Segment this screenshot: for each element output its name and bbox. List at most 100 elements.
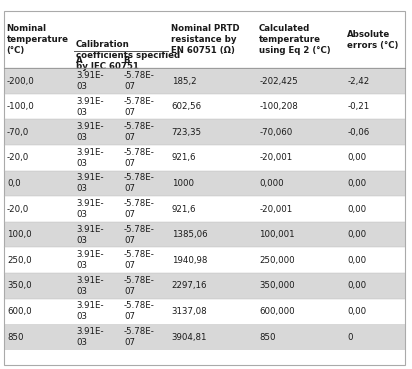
Text: -100,208: -100,208 — [260, 102, 298, 111]
Bar — [4, 248, 73, 273]
Text: 350,0: 350,0 — [7, 281, 32, 290]
Text: Nominal PRTD
resistance by
EN 60751 (Ω): Nominal PRTD resistance by EN 60751 (Ω) — [171, 24, 240, 55]
Bar — [344, 145, 405, 170]
Text: -5.78E-
07: -5.78E- 07 — [124, 250, 155, 270]
Bar — [169, 120, 257, 145]
Bar — [344, 299, 405, 324]
Text: -20,001: -20,001 — [260, 154, 293, 162]
Text: 921,6: 921,6 — [172, 204, 196, 214]
Text: -5.78E-
07: -5.78E- 07 — [124, 122, 155, 142]
Bar — [344, 170, 405, 196]
Bar — [4, 299, 73, 324]
Bar — [121, 273, 169, 299]
Text: A: A — [76, 56, 82, 65]
Text: -5.78E-
07: -5.78E- 07 — [124, 301, 155, 321]
Text: -5.78E-
07: -5.78E- 07 — [124, 199, 155, 219]
Text: Calculated
temperature
using Eq 2 (°C): Calculated temperature using Eq 2 (°C) — [259, 24, 331, 55]
Text: Absolute
errors (°C): Absolute errors (°C) — [347, 30, 398, 50]
Text: -0,06: -0,06 — [347, 128, 370, 137]
Text: 3.91E-
03: 3.91E- 03 — [76, 301, 104, 321]
Bar — [73, 68, 121, 94]
Bar — [73, 170, 121, 196]
Text: -5.78E-
07: -5.78E- 07 — [124, 97, 155, 117]
Bar — [169, 196, 257, 222]
Text: 3.91E-
03: 3.91E- 03 — [76, 225, 104, 245]
Text: 1940,98: 1940,98 — [172, 256, 207, 265]
Text: 3.91E-
03: 3.91E- 03 — [76, 97, 104, 117]
Text: 850: 850 — [260, 332, 276, 342]
Bar — [169, 170, 257, 196]
Bar — [121, 68, 169, 94]
Text: -100,0: -100,0 — [7, 102, 35, 111]
Bar — [257, 196, 344, 222]
Bar — [121, 196, 169, 222]
Bar — [169, 94, 257, 120]
Bar — [73, 196, 121, 222]
Text: -5.78E-
07: -5.78E- 07 — [124, 173, 155, 193]
Bar — [169, 273, 257, 299]
Bar — [73, 145, 121, 170]
Text: 100,001: 100,001 — [260, 230, 295, 239]
Bar — [257, 273, 344, 299]
Text: 0,00: 0,00 — [347, 179, 366, 188]
Text: -0,21: -0,21 — [347, 102, 370, 111]
Text: 0,00: 0,00 — [347, 281, 366, 290]
Bar — [169, 68, 257, 94]
Bar — [344, 248, 405, 273]
Text: -20,001: -20,001 — [260, 204, 293, 214]
Bar — [257, 248, 344, 273]
Text: 1385,06: 1385,06 — [172, 230, 207, 239]
Bar — [121, 299, 169, 324]
Text: 3.91E-
03: 3.91E- 03 — [76, 327, 104, 347]
Bar — [73, 222, 121, 248]
Bar — [121, 222, 169, 248]
Bar — [4, 273, 73, 299]
Bar — [4, 11, 73, 68]
Bar — [169, 11, 257, 68]
Text: -5.78E-
07: -5.78E- 07 — [124, 148, 155, 168]
Text: -202,425: -202,425 — [260, 76, 298, 86]
Text: Nominal
temperature
(°C): Nominal temperature (°C) — [7, 24, 68, 55]
Text: 0: 0 — [347, 332, 353, 342]
Bar — [73, 324, 121, 350]
Text: -70,0: -70,0 — [7, 128, 29, 137]
Text: 3.91E-
03: 3.91E- 03 — [76, 122, 104, 142]
Bar — [73, 273, 121, 299]
Bar — [4, 222, 73, 248]
Bar — [4, 94, 73, 120]
Text: 600,000: 600,000 — [260, 307, 295, 316]
Text: 350,000: 350,000 — [260, 281, 295, 290]
Text: 0,00: 0,00 — [347, 256, 366, 265]
Text: 100,0: 100,0 — [7, 230, 32, 239]
Text: 2297,16: 2297,16 — [172, 281, 207, 290]
Text: -5.78E-
07: -5.78E- 07 — [124, 327, 155, 347]
Text: 0,0: 0,0 — [7, 179, 21, 188]
Bar — [344, 196, 405, 222]
Text: Calibration
coefficients specified
by IEC 60751: Calibration coefficients specified by IE… — [76, 40, 180, 71]
Bar — [4, 196, 73, 222]
Bar — [257, 11, 344, 68]
Text: -20,0: -20,0 — [7, 154, 29, 162]
Text: 0,00: 0,00 — [347, 204, 366, 214]
Bar — [121, 324, 169, 350]
Bar — [344, 324, 405, 350]
Bar — [344, 94, 405, 120]
Bar — [169, 248, 257, 273]
Bar — [344, 68, 405, 94]
Bar — [121, 145, 169, 170]
Bar — [73, 248, 121, 273]
Bar — [344, 273, 405, 299]
Text: 3.91E-
03: 3.91E- 03 — [76, 250, 104, 270]
Text: 850: 850 — [7, 332, 23, 342]
Text: 921,6: 921,6 — [172, 154, 196, 162]
Bar — [4, 68, 73, 94]
Bar — [257, 68, 344, 94]
Bar — [344, 11, 405, 68]
Text: 600,0: 600,0 — [7, 307, 32, 316]
Bar — [4, 145, 73, 170]
Text: -2,42: -2,42 — [347, 76, 370, 86]
Text: -5.78E-
07: -5.78E- 07 — [124, 71, 155, 91]
Text: 3.91E-
03: 3.91E- 03 — [76, 199, 104, 219]
Text: 3137,08: 3137,08 — [172, 307, 207, 316]
Bar — [4, 170, 73, 196]
